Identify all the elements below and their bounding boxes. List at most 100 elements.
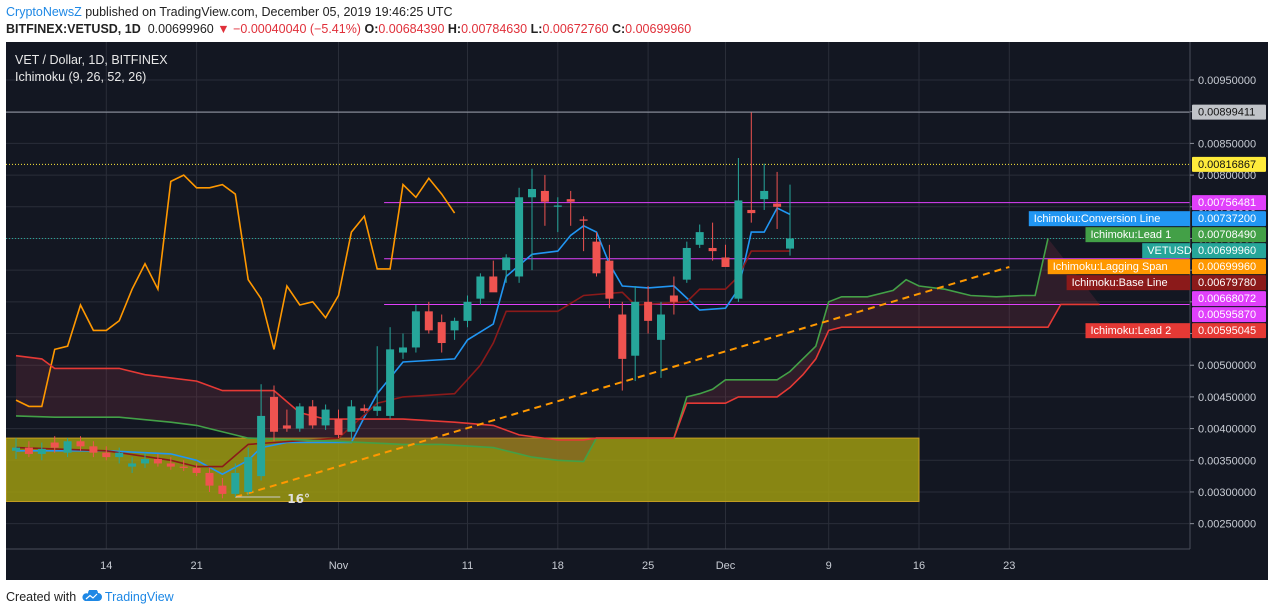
candle-body <box>115 452 124 458</box>
y-tick-label: 0.00500000 <box>1198 360 1256 372</box>
candle-body <box>244 457 253 492</box>
candle-body <box>721 257 730 267</box>
x-tick-label: 14 <box>100 560 112 572</box>
y-tick-label: 0.00950000 <box>1198 75 1256 87</box>
candle-body <box>553 205 562 207</box>
chart-title: VET / Dollar, 1D, BITFINEX <box>15 53 168 67</box>
candle-body <box>463 301 472 321</box>
y-tick-label: 0.00300000 <box>1198 487 1256 499</box>
candle-body <box>579 219 588 221</box>
candle-body <box>37 448 46 454</box>
candle-body <box>308 406 317 426</box>
change-value: −0.00040040 (−5.41%) <box>233 22 361 36</box>
ichimoku-cloud <box>16 238 1100 462</box>
candle-body <box>734 200 743 299</box>
candle-body <box>502 257 511 271</box>
close-label: C: <box>611 22 626 36</box>
y-tick-label: 0.00350000 <box>1198 455 1256 467</box>
close-value: 0.00699960 <box>625 22 692 36</box>
price-label-box <box>1192 275 1266 291</box>
author-link[interactable]: CryptoNewsZ <box>6 5 82 19</box>
y-tick-label: 0.00850000 <box>1198 138 1256 150</box>
price-label-box <box>1192 156 1266 172</box>
y-tick-label: 0.00450000 <box>1198 392 1256 404</box>
y-tick-label: 0.00250000 <box>1198 519 1256 531</box>
candle-body <box>669 295 678 302</box>
ohlc-header: BITFINEX:VETUSD, 1D 0.00699960 ▼ −0.0004… <box>6 22 691 36</box>
x-tick-label: 16 <box>913 560 925 572</box>
price-label: 0.00595045 <box>1198 325 1256 337</box>
x-tick-label: 23 <box>1003 560 1015 572</box>
indicator-tag: Ichimoku:Lead 2 <box>1091 325 1172 337</box>
price-label: 0.00737200 <box>1198 213 1256 225</box>
candle-body <box>592 241 601 274</box>
open-label: O: <box>364 22 379 36</box>
candle-body <box>631 301 640 356</box>
candle-body <box>399 347 407 353</box>
indicator-tag-box <box>1028 211 1190 227</box>
candle-body <box>270 396 278 432</box>
price-label-box <box>1192 243 1266 259</box>
candle-body <box>334 419 343 435</box>
down-arrow-icon: ▼ <box>217 22 230 36</box>
x-tick-label: 11 <box>462 560 473 572</box>
candle-body <box>386 349 395 416</box>
tradingview-link[interactable]: TradingView <box>104 590 174 604</box>
candle-body <box>411 311 420 348</box>
price-label-box <box>1192 104 1266 120</box>
candle-body <box>102 452 111 458</box>
candle-body <box>540 190 549 202</box>
candle-body <box>153 459 162 464</box>
high-label: H: <box>447 22 462 36</box>
candle-body <box>50 442 59 448</box>
series-lagging-span <box>15 174 456 408</box>
candle-body <box>24 447 33 454</box>
candle-body <box>63 441 72 453</box>
indicator-tag-box <box>1047 259 1190 275</box>
cloud-logo-icon <box>82 588 102 601</box>
candle-body <box>605 260 614 299</box>
x-tick-label: 21 <box>190 560 202 572</box>
candle-body <box>218 485 227 494</box>
price-label-box <box>1192 211 1266 227</box>
candle-body <box>528 189 536 198</box>
candle-body <box>192 467 201 473</box>
candle-body <box>566 199 575 202</box>
x-tick-label: 9 <box>826 560 832 572</box>
candle-body <box>760 190 769 200</box>
indicator-legend[interactable]: Ichimoku (9, 26, 52, 26) <box>15 70 147 84</box>
candle-body <box>618 314 627 359</box>
indicator-tag-box <box>1142 243 1190 259</box>
series-lead-1 <box>15 238 1049 463</box>
x-tick-label: 25 <box>642 560 654 572</box>
candle-body <box>282 425 291 429</box>
price-label-box <box>1192 259 1266 275</box>
series-base-line <box>15 250 790 468</box>
publish-header: CryptoNewsZ published on TradingView.com… <box>6 5 453 19</box>
candle-body <box>360 408 369 411</box>
candle-body <box>476 276 485 299</box>
price-chart[interactable]: 16°0.009500000.009000000.008500000.00800… <box>6 42 1268 580</box>
candle-body <box>347 406 356 432</box>
price-label: 0.00595870 <box>1198 309 1256 321</box>
indicator-tag: VETUSD <box>1147 245 1192 257</box>
y-tick-label: 0.00400000 <box>1198 424 1256 436</box>
open-value: 0.00684390 <box>378 22 445 36</box>
time-axis <box>6 549 1268 580</box>
candle-body <box>373 406 382 411</box>
price-label: 0.00756481 <box>1198 197 1256 209</box>
candle-body <box>682 247 691 280</box>
price-label: 0.00899411 <box>1198 107 1255 119</box>
price-label-box <box>1192 307 1266 323</box>
candle-body <box>450 320 459 331</box>
price-label-box <box>1192 195 1266 211</box>
low-value: 0.00672760 <box>542 22 609 36</box>
candle-body <box>76 441 85 447</box>
candle-body <box>295 406 304 429</box>
trend-line <box>235 266 1010 498</box>
price-label-box <box>1192 323 1266 339</box>
candle-body <box>437 322 446 344</box>
price-label: 0.00668072 <box>1198 293 1256 305</box>
candle-body <box>128 463 137 467</box>
price-label: 0.00816867 <box>1198 159 1256 171</box>
